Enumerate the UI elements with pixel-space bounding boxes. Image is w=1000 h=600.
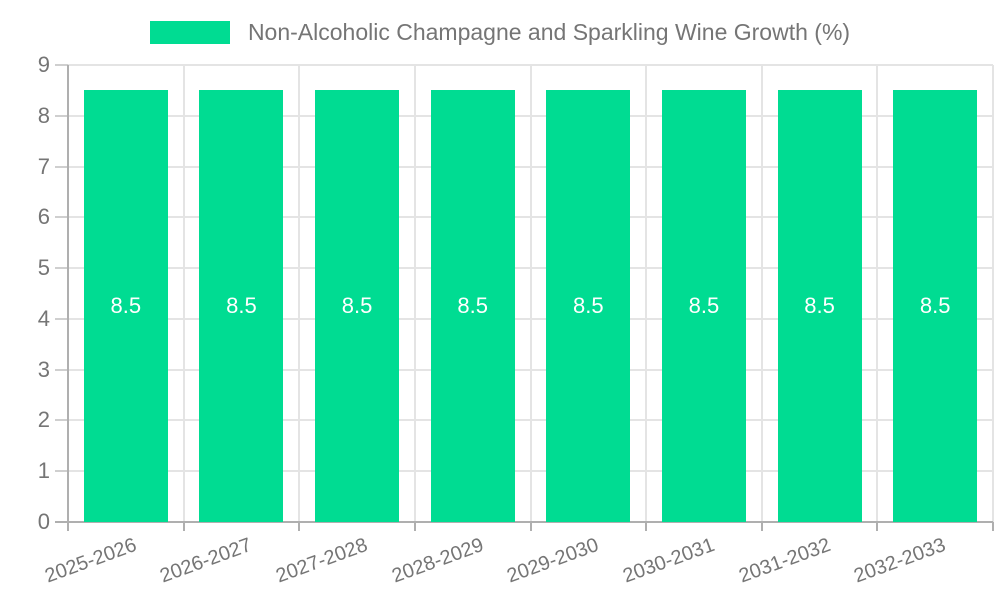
y-axis-label: 0 [37,509,50,534]
y-axis-tick [55,317,68,320]
y-axis-label: 9 [37,52,50,77]
x-axis-tick [760,522,763,531]
x-gridline [760,65,763,522]
bar: 8.5 [661,90,746,522]
x-gridline [413,65,416,522]
y-axis-tick [55,521,68,523]
y-axis-tick [55,267,68,270]
x-gridline [298,65,301,522]
x-axis-tick [298,522,301,531]
y-axis-tick [55,64,68,66]
bar-value-label: 8.5 [573,293,604,319]
y-axis-label: 8 [37,102,50,128]
legend-swatch [149,21,230,44]
x-axis-tick [413,522,416,531]
y-axis-label: 4 [37,305,50,331]
bar: 8.5 [315,90,400,522]
y-axis-label: 1 [37,458,50,484]
bar: 8.5 [83,90,168,522]
bar: 8.5 [777,90,862,522]
y-axis-tick [55,368,68,371]
bar: 8.5 [546,90,631,522]
legend: Non-Alcoholic Champagne and Sparkling Wi… [0,19,1000,46]
y-axis-label: 7 [37,153,50,179]
x-gridline [645,65,648,522]
x-gridline [876,65,879,522]
bar-value-label: 8.5 [226,293,257,319]
x-axis-tick [645,522,648,531]
bar-value-label: 8.5 [457,293,488,319]
bar-value-label: 8.5 [688,293,720,319]
x-gridline [182,65,185,522]
bar-value-label: 8.5 [804,293,835,319]
x-axis-tick [67,522,69,531]
y-axis-label: 3 [37,356,50,382]
y-axis-line [67,65,69,522]
y-axis-tick [55,165,68,168]
bar-value-label: 8.5 [919,293,951,319]
bar: 8.5 [893,90,978,522]
y-axis-tick [55,216,68,219]
y-axis-tick [55,114,68,117]
x-axis-tick [529,522,532,531]
bar-value-label: 8.5 [110,293,142,319]
x-axis-line [68,521,993,523]
x-axis-tick [992,522,994,531]
y-axis-tick [55,419,68,422]
y-axis-label: 5 [37,255,50,281]
bar: 8.5 [199,90,284,522]
x-gridline [529,65,532,522]
y-axis-label: 2 [37,407,50,433]
y-axis-tick [55,470,68,473]
bar-value-label: 8.5 [341,293,373,319]
y-axis-label: 6 [37,204,50,230]
x-axis-tick [182,522,185,531]
legend-label: Non-Alcoholic Champagne and Sparkling Wi… [247,19,851,45]
x-gridline [992,65,994,522]
x-axis-tick [876,522,879,531]
bar: 8.5 [430,90,515,522]
